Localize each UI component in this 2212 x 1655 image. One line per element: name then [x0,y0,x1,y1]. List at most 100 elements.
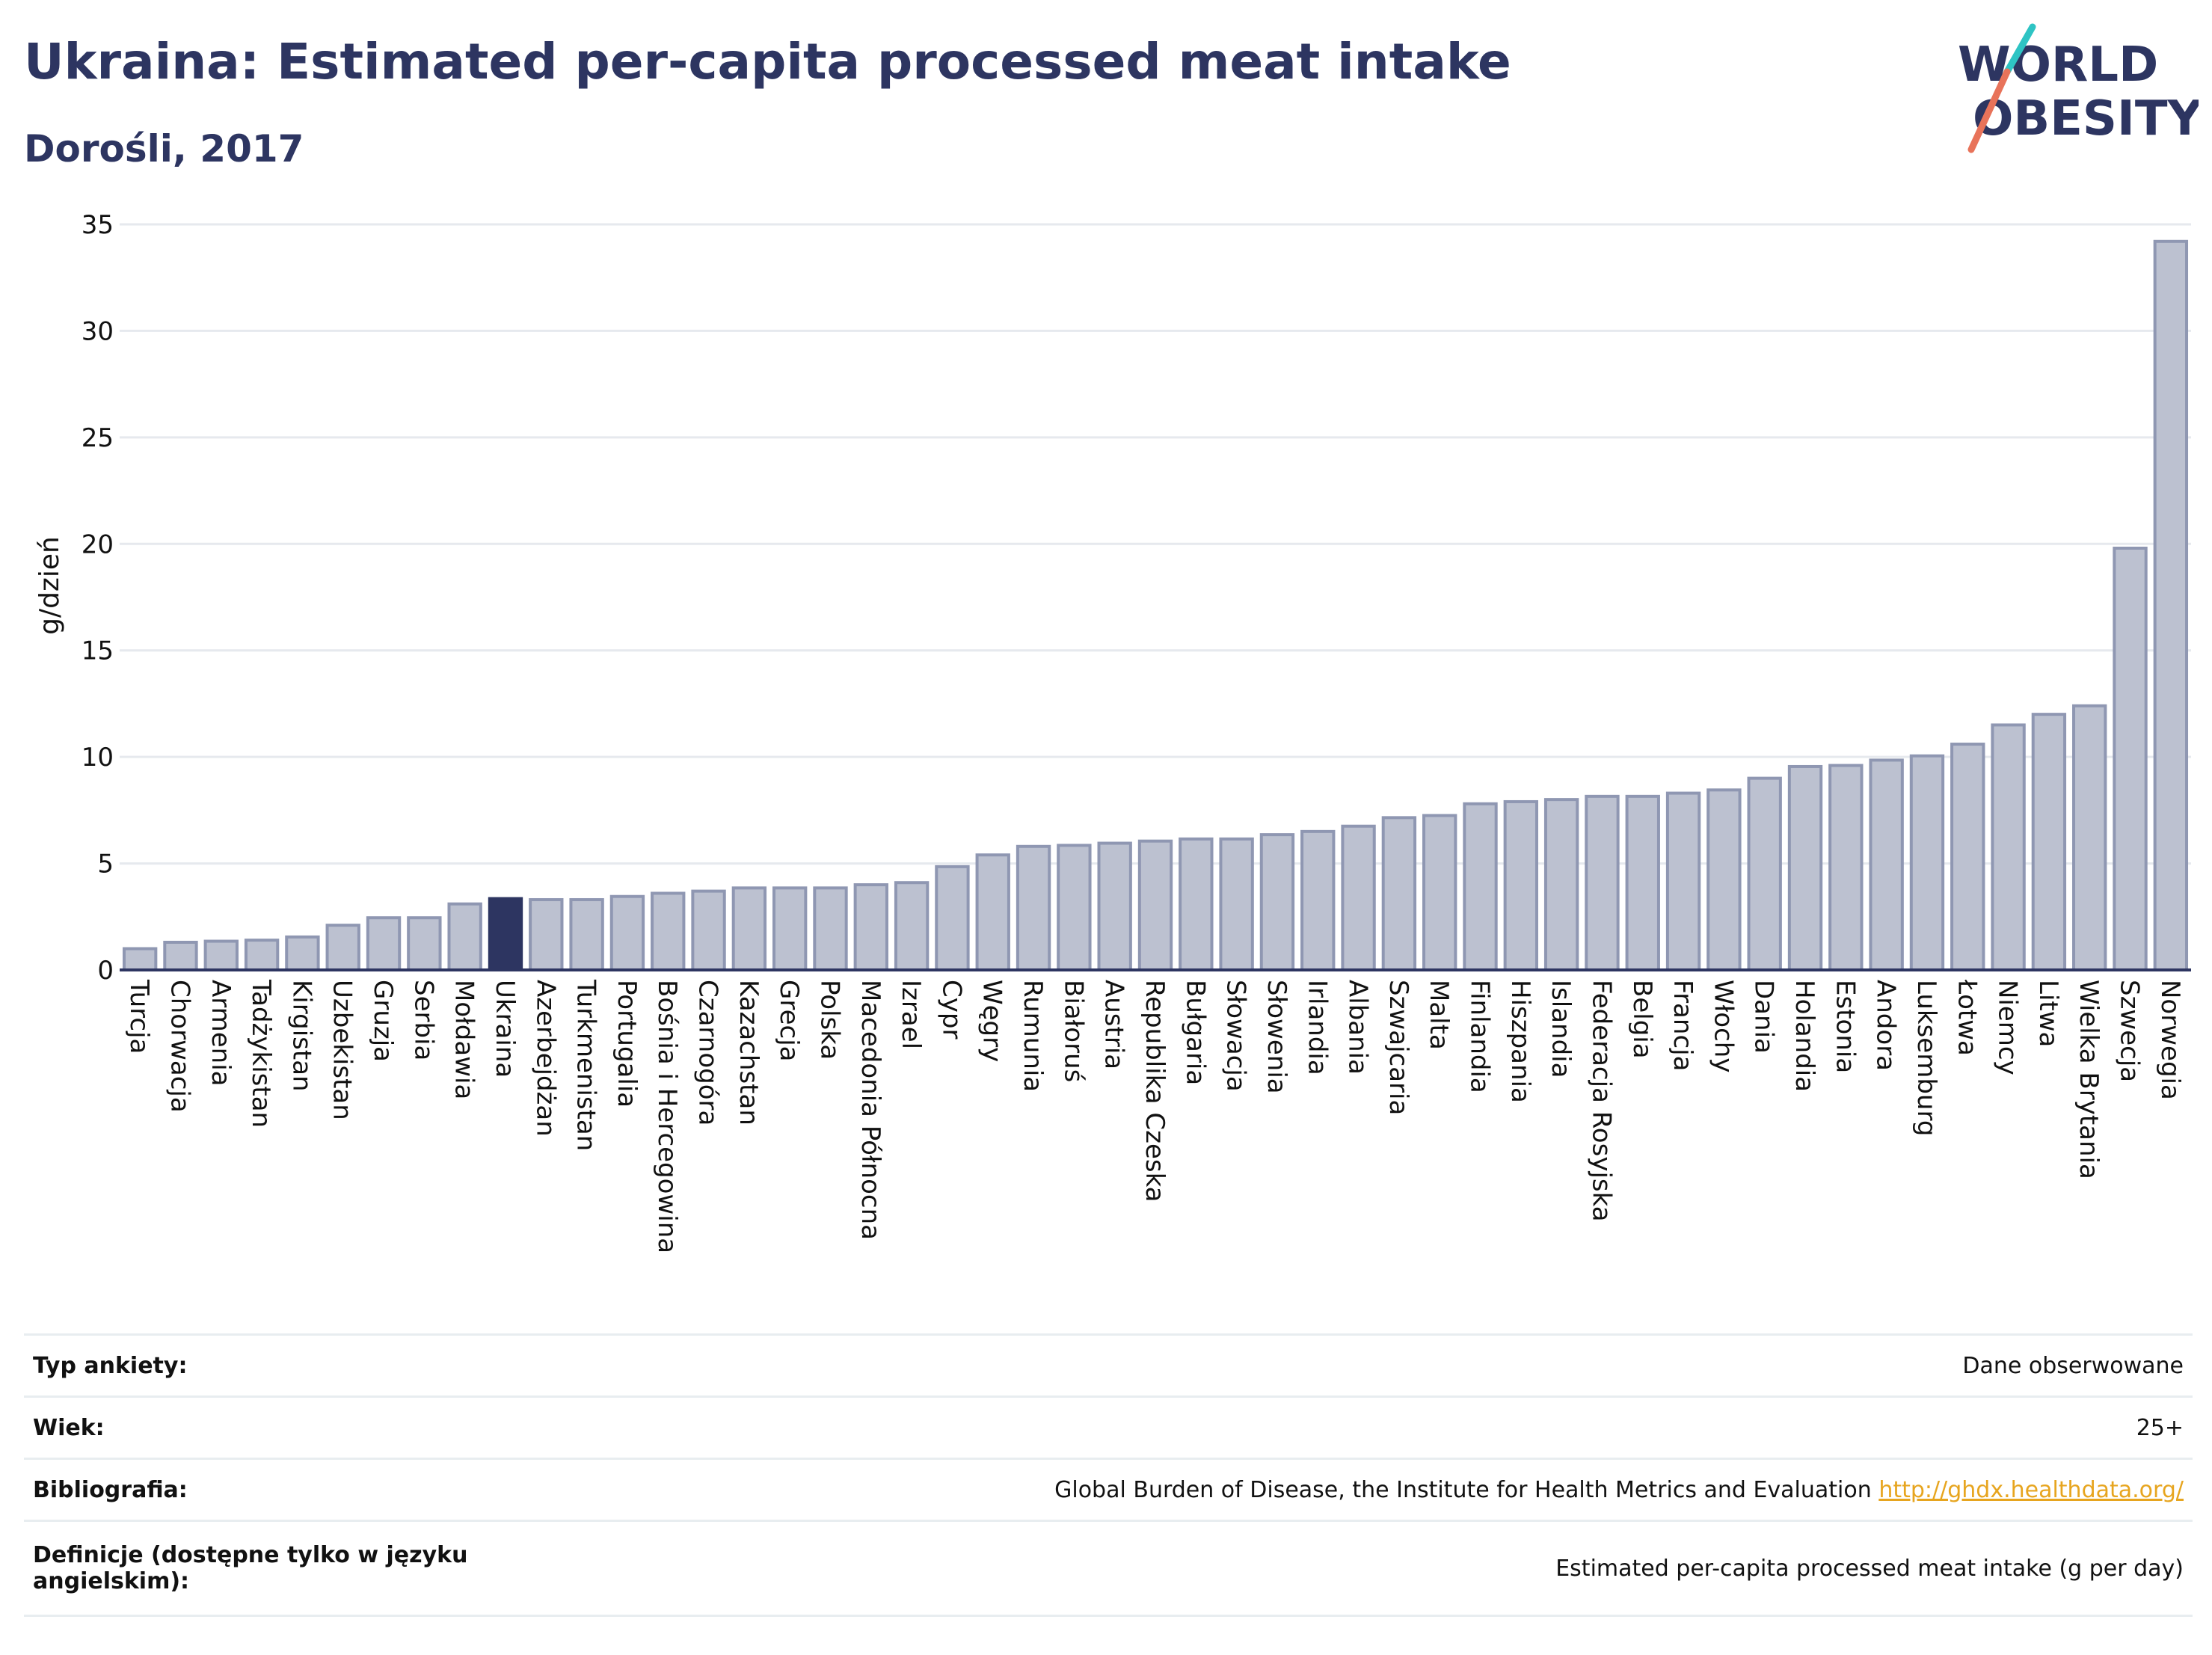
info-value: Dane obserwowane [1962,1352,2184,1379]
y-tick-label: 15 [82,636,114,666]
bar[interactable] [894,881,930,972]
bar[interactable] [691,889,726,972]
bar[interactable] [1463,802,1498,971]
bar[interactable] [1057,844,1092,971]
x-tick-label: Belgia [1627,980,1657,1059]
bar[interactable] [853,883,888,971]
x-tick-label: Estonia [1830,980,1860,1073]
bar[interactable] [2113,546,2148,971]
info-row-bibliography: Bibliografia: Global Burden of Disease, … [24,1458,2193,1521]
x-tick-label: Czarnogóra [693,980,723,1126]
bar[interactable] [975,853,1010,971]
bar[interactable] [1909,754,1945,971]
x-tick-label: Serbia [408,980,438,1060]
bar[interactable] [1991,723,2026,972]
x-tick-label: Malta [1424,980,1454,1050]
bar[interactable] [447,902,482,972]
x-tick-label: Rumunia [1018,980,1048,1092]
bar[interactable] [772,886,808,971]
bar[interactable] [163,940,198,972]
bar[interactable] [731,886,767,971]
x-tick-label: Mołdawia [449,980,479,1099]
bar-highlighted[interactable] [488,897,523,972]
x-tick-label: Francja [1668,980,1698,1071]
source-link[interactable]: http://ghdx.healthdata.org/ [1878,1476,2184,1503]
x-tick-label: Armenia [206,980,236,1087]
info-value: Estimated per-capita processed meat inta… [1555,1555,2184,1582]
bar[interactable] [2072,704,2107,972]
x-tick-label: Bułgaria [1180,980,1210,1085]
logo-line1: WORLD [1958,37,2158,93]
info-label: Typ ankiety: [33,1352,188,1379]
x-tick-label: Wielka Brytania [2074,980,2104,1179]
bar[interactable] [2031,713,2067,972]
bar[interactable] [366,916,402,971]
x-tick-label: Republika Czeska [1140,980,1170,1203]
info-table: Typ ankiety: Dane obserwowane Wiek: 25+ … [24,1333,2193,1617]
chart-title: Ukraina: Estimated per-capita processed … [24,33,1511,90]
bar[interactable] [1341,824,1376,971]
bar[interactable] [1625,794,1660,971]
x-tick-label: Grecja [774,980,804,1061]
bar[interactable] [1381,816,1417,971]
bar[interactable] [1543,798,1579,971]
bar[interactable] [1179,837,1214,972]
bar[interactable] [935,865,970,971]
x-tick-label: Litwa [2033,980,2063,1047]
x-tick-label: Ukraina [490,980,520,1078]
x-tick-label: Szwecja [2115,980,2145,1082]
bar[interactable] [244,939,280,971]
y-tick-labels: 0 5 10 15 20 25 30 35 [82,210,114,986]
bars [122,239,2189,972]
bar[interactable] [1747,776,1782,971]
y-tick-label: 5 [97,850,114,879]
bar[interactable] [285,935,320,972]
info-row-age: Wiek: 25+ [24,1396,2193,1459]
x-tick-label: Chorwacja [165,980,194,1113]
bar[interactable] [1137,839,1173,971]
bar[interactable] [1300,829,1336,972]
x-tick-label: Macedonia Północna [855,980,885,1240]
bar[interactable] [1828,764,1864,972]
x-tick-label: Holandia [1789,980,1819,1092]
bar[interactable] [813,886,848,971]
bar[interactable] [122,947,158,971]
x-tick-label: Irlandia [1302,980,1332,1075]
bar-chart: 0 5 10 15 20 25 30 35 Turcja Chorwacja Armenia Tad… [34,210,2191,1253]
x-tick-label: Hiszpania [1505,980,1535,1103]
info-value: Global Burden of Disease, the Institute … [520,1459,2193,1521]
bar[interactable] [529,897,564,972]
y-tick-label: 10 [82,743,114,773]
x-tick-label: Luksemburg [1911,980,1941,1136]
bar[interactable] [1097,841,1132,972]
bar[interactable] [203,939,239,972]
bar[interactable] [569,897,604,972]
bar[interactable] [1016,844,1051,971]
y-tick-label: 0 [97,956,114,986]
y-tick-label: 35 [82,210,114,240]
x-tick-labels: Turcja Chorwacja Armenia Tadżykistan Kirgist… [124,979,2185,1253]
bar[interactable] [1585,794,1620,971]
bar[interactable] [2153,239,2189,971]
bar[interactable] [1787,764,1823,971]
x-tick-label: Słowenia [1262,980,1291,1094]
bar[interactable] [1869,758,1904,971]
bar[interactable] [1665,791,1701,972]
bar[interactable] [609,894,645,971]
bar[interactable] [651,891,686,971]
bar[interactable] [1950,743,1985,972]
bar[interactable] [1503,799,1539,972]
x-tick-label: Dania [1749,980,1779,1054]
x-tick-label: Gruzja [368,980,398,1062]
info-label: Bibliografia: [33,1476,188,1503]
bar[interactable] [325,924,360,972]
bar[interactable] [1259,833,1295,972]
bibliography-text: Global Burden of Disease, the Institute … [1054,1476,1872,1503]
x-tick-label: Cypr [936,980,966,1039]
bar[interactable] [1422,814,1457,971]
x-tick-label: Bośnia i Hercegowina [652,980,682,1253]
x-tick-label: Szwajcaria [1383,980,1413,1115]
bar[interactable] [1219,837,1254,972]
bar[interactable] [1706,788,1742,971]
bar[interactable] [407,916,442,971]
